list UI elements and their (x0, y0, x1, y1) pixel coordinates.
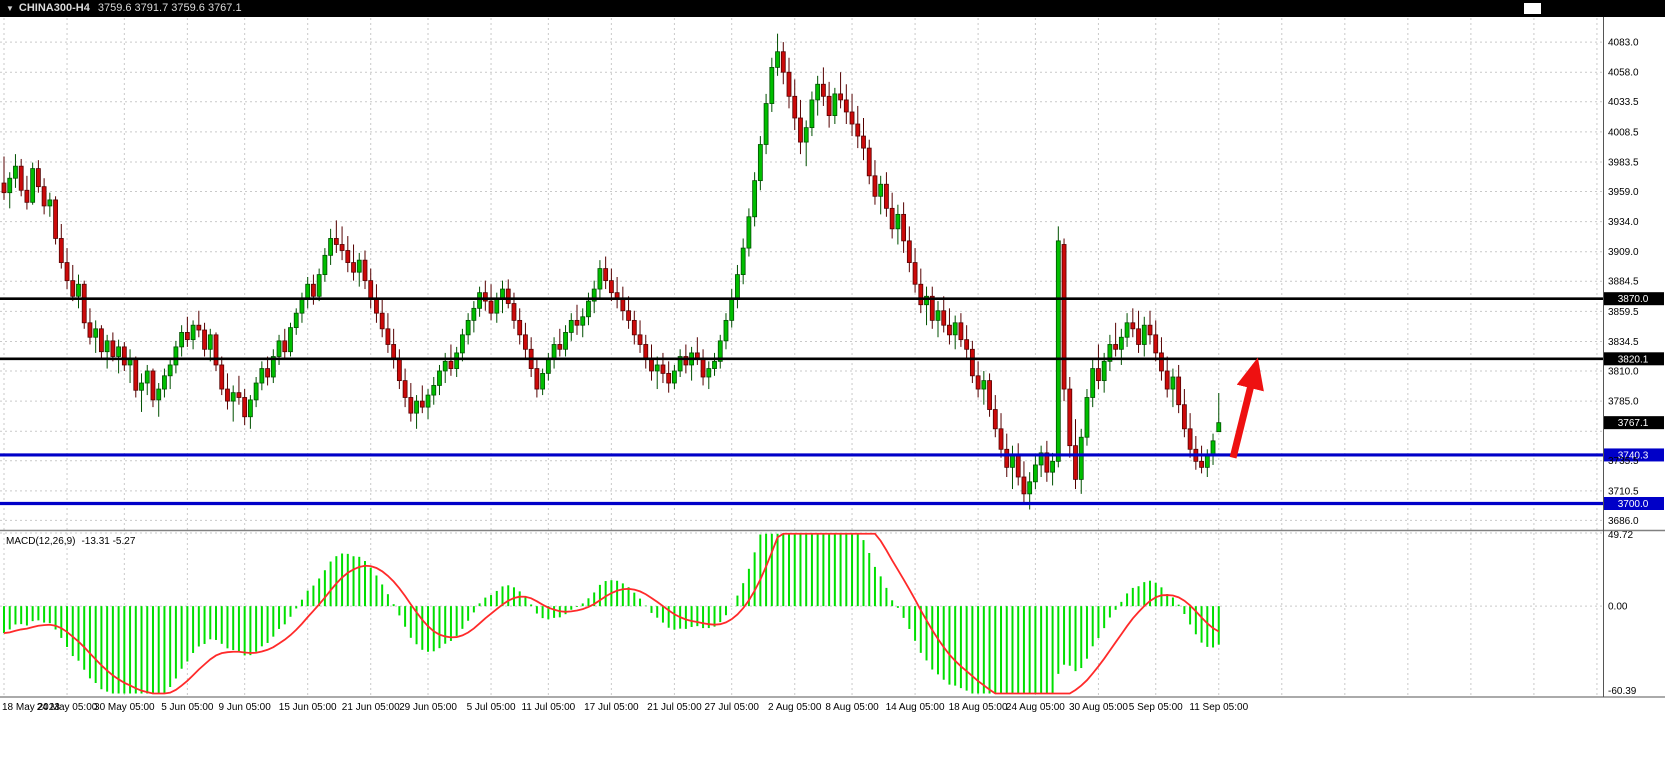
svg-text:15 Jun 05:00: 15 Jun 05:00 (279, 702, 337, 713)
candlestick-series (1, 33, 1222, 510)
svg-text:3686.0: 3686.0 (1608, 516, 1639, 527)
svg-text:3884.5: 3884.5 (1608, 277, 1639, 288)
svg-text:8 Aug 05:00: 8 Aug 05:00 (825, 702, 879, 713)
svg-text:11 Sep 05:00: 11 Sep 05:00 (1189, 702, 1248, 713)
macd-indicator-label: MACD(12,26,9) -13.31 -5.27 (6, 536, 135, 547)
svg-text:29 Jun 05:00: 29 Jun 05:00 (399, 702, 457, 713)
svg-text:11 Jul 05:00: 11 Jul 05:00 (521, 702, 575, 713)
svg-text:27 Jul 05:00: 27 Jul 05:00 (704, 702, 759, 713)
svg-text:5 Jul 05:00: 5 Jul 05:00 (467, 702, 516, 713)
svg-text:3909.0: 3909.0 (1608, 247, 1639, 258)
svg-text:21 Jul 05:00: 21 Jul 05:00 (647, 702, 702, 713)
symbol-label: CHINA300-H4 (18, 2, 90, 14)
svg-text:3710.5: 3710.5 (1608, 486, 1639, 497)
hline-3740.3[interactable]: 3740.3 (0, 448, 1664, 462)
hline-3700.0[interactable]: 3700.0 (0, 496, 1664, 510)
svg-text:2 Aug 05:00: 2 Aug 05:00 (768, 702, 822, 713)
macd-axis[interactable]: 49.72 0.00 -60.39 (1608, 530, 1637, 697)
svg-text:3785.0: 3785.0 (1608, 397, 1639, 408)
svg-text:5 Jun 05:00: 5 Jun 05:00 (161, 702, 214, 713)
hline-3870.0[interactable]: 3870.0 (0, 292, 1664, 306)
macd-values: -13.31 -5.27 (81, 536, 136, 547)
svg-text:-60.39: -60.39 (1608, 686, 1637, 697)
svg-text:18 May 2023: 18 May 2023 (2, 702, 60, 713)
svg-text:3983.5: 3983.5 (1608, 157, 1639, 168)
svg-text:24 Aug 05:00: 24 Aug 05:00 (1006, 702, 1065, 713)
svg-text:17 Jul 05:00: 17 Jul 05:00 (584, 702, 639, 713)
macd-signal-line (3, 532, 1220, 695)
chart-header: ▼ CHINA300-H4 3759.6 3791.7 3759.6 3767.1 (0, 0, 1665, 17)
svg-text:4083.0: 4083.0 (1608, 38, 1639, 49)
svg-text:3859.5: 3859.5 (1608, 307, 1639, 318)
trend-arrow[interactable] (1229, 357, 1264, 459)
svg-text:14 Aug 05:00: 14 Aug 05:00 (886, 702, 945, 713)
panel-borders (0, 17, 1665, 698)
svg-text:3959.0: 3959.0 (1608, 187, 1639, 198)
svg-text:3735.5: 3735.5 (1608, 456, 1639, 467)
symbol-dropdown-icon[interactable]: ▼ (6, 4, 14, 13)
hline-3820.1[interactable]: 3820.1 (0, 352, 1664, 366)
svg-text:21 Jun 05:00: 21 Jun 05:00 (342, 702, 400, 713)
svg-text:24 May 05:00: 24 May 05:00 (37, 702, 98, 713)
svg-text:3820.1: 3820.1 (1618, 354, 1649, 365)
svg-text:3700.0: 3700.0 (1618, 499, 1649, 510)
svg-text:5 Sep 05:00: 5 Sep 05:00 (1129, 702, 1183, 713)
svg-text:9 Jun 05:00: 9 Jun 05:00 (219, 702, 272, 713)
svg-text:0.00: 0.00 (1608, 602, 1628, 613)
current-price-badge: 3767.1 (1603, 416, 1664, 430)
svg-text:3834.5: 3834.5 (1608, 337, 1639, 348)
svg-text:3934.0: 3934.0 (1608, 217, 1639, 228)
chart-shift-marker[interactable] (1524, 3, 1541, 14)
svg-text:4058.0: 4058.0 (1608, 68, 1639, 79)
svg-text:4008.5: 4008.5 (1608, 127, 1639, 138)
svg-text:49.72: 49.72 (1608, 530, 1633, 541)
ohlc-readout: 3759.6 3791.7 3759.6 3767.1 (97, 2, 242, 14)
svg-text:3810.0: 3810.0 (1608, 366, 1639, 377)
svg-text:4033.5: 4033.5 (1608, 97, 1639, 108)
macd-name: MACD(12,26,9) (6, 536, 76, 547)
price-axis[interactable]: 4083.0 4058.0 4033.5 4008.5 3983.5 3959.0 3934… (1608, 38, 1639, 527)
svg-text:3870.0: 3870.0 (1618, 294, 1649, 305)
svg-text:18 Aug 05:00: 18 Aug 05:00 (949, 702, 1008, 713)
svg-text:30 Aug 05:00: 30 Aug 05:00 (1069, 702, 1128, 713)
svg-text:3740.3: 3740.3 (1618, 450, 1649, 461)
svg-text:3767.1: 3767.1 (1618, 418, 1649, 429)
svg-text:30 May 05:00: 30 May 05:00 (94, 702, 155, 713)
